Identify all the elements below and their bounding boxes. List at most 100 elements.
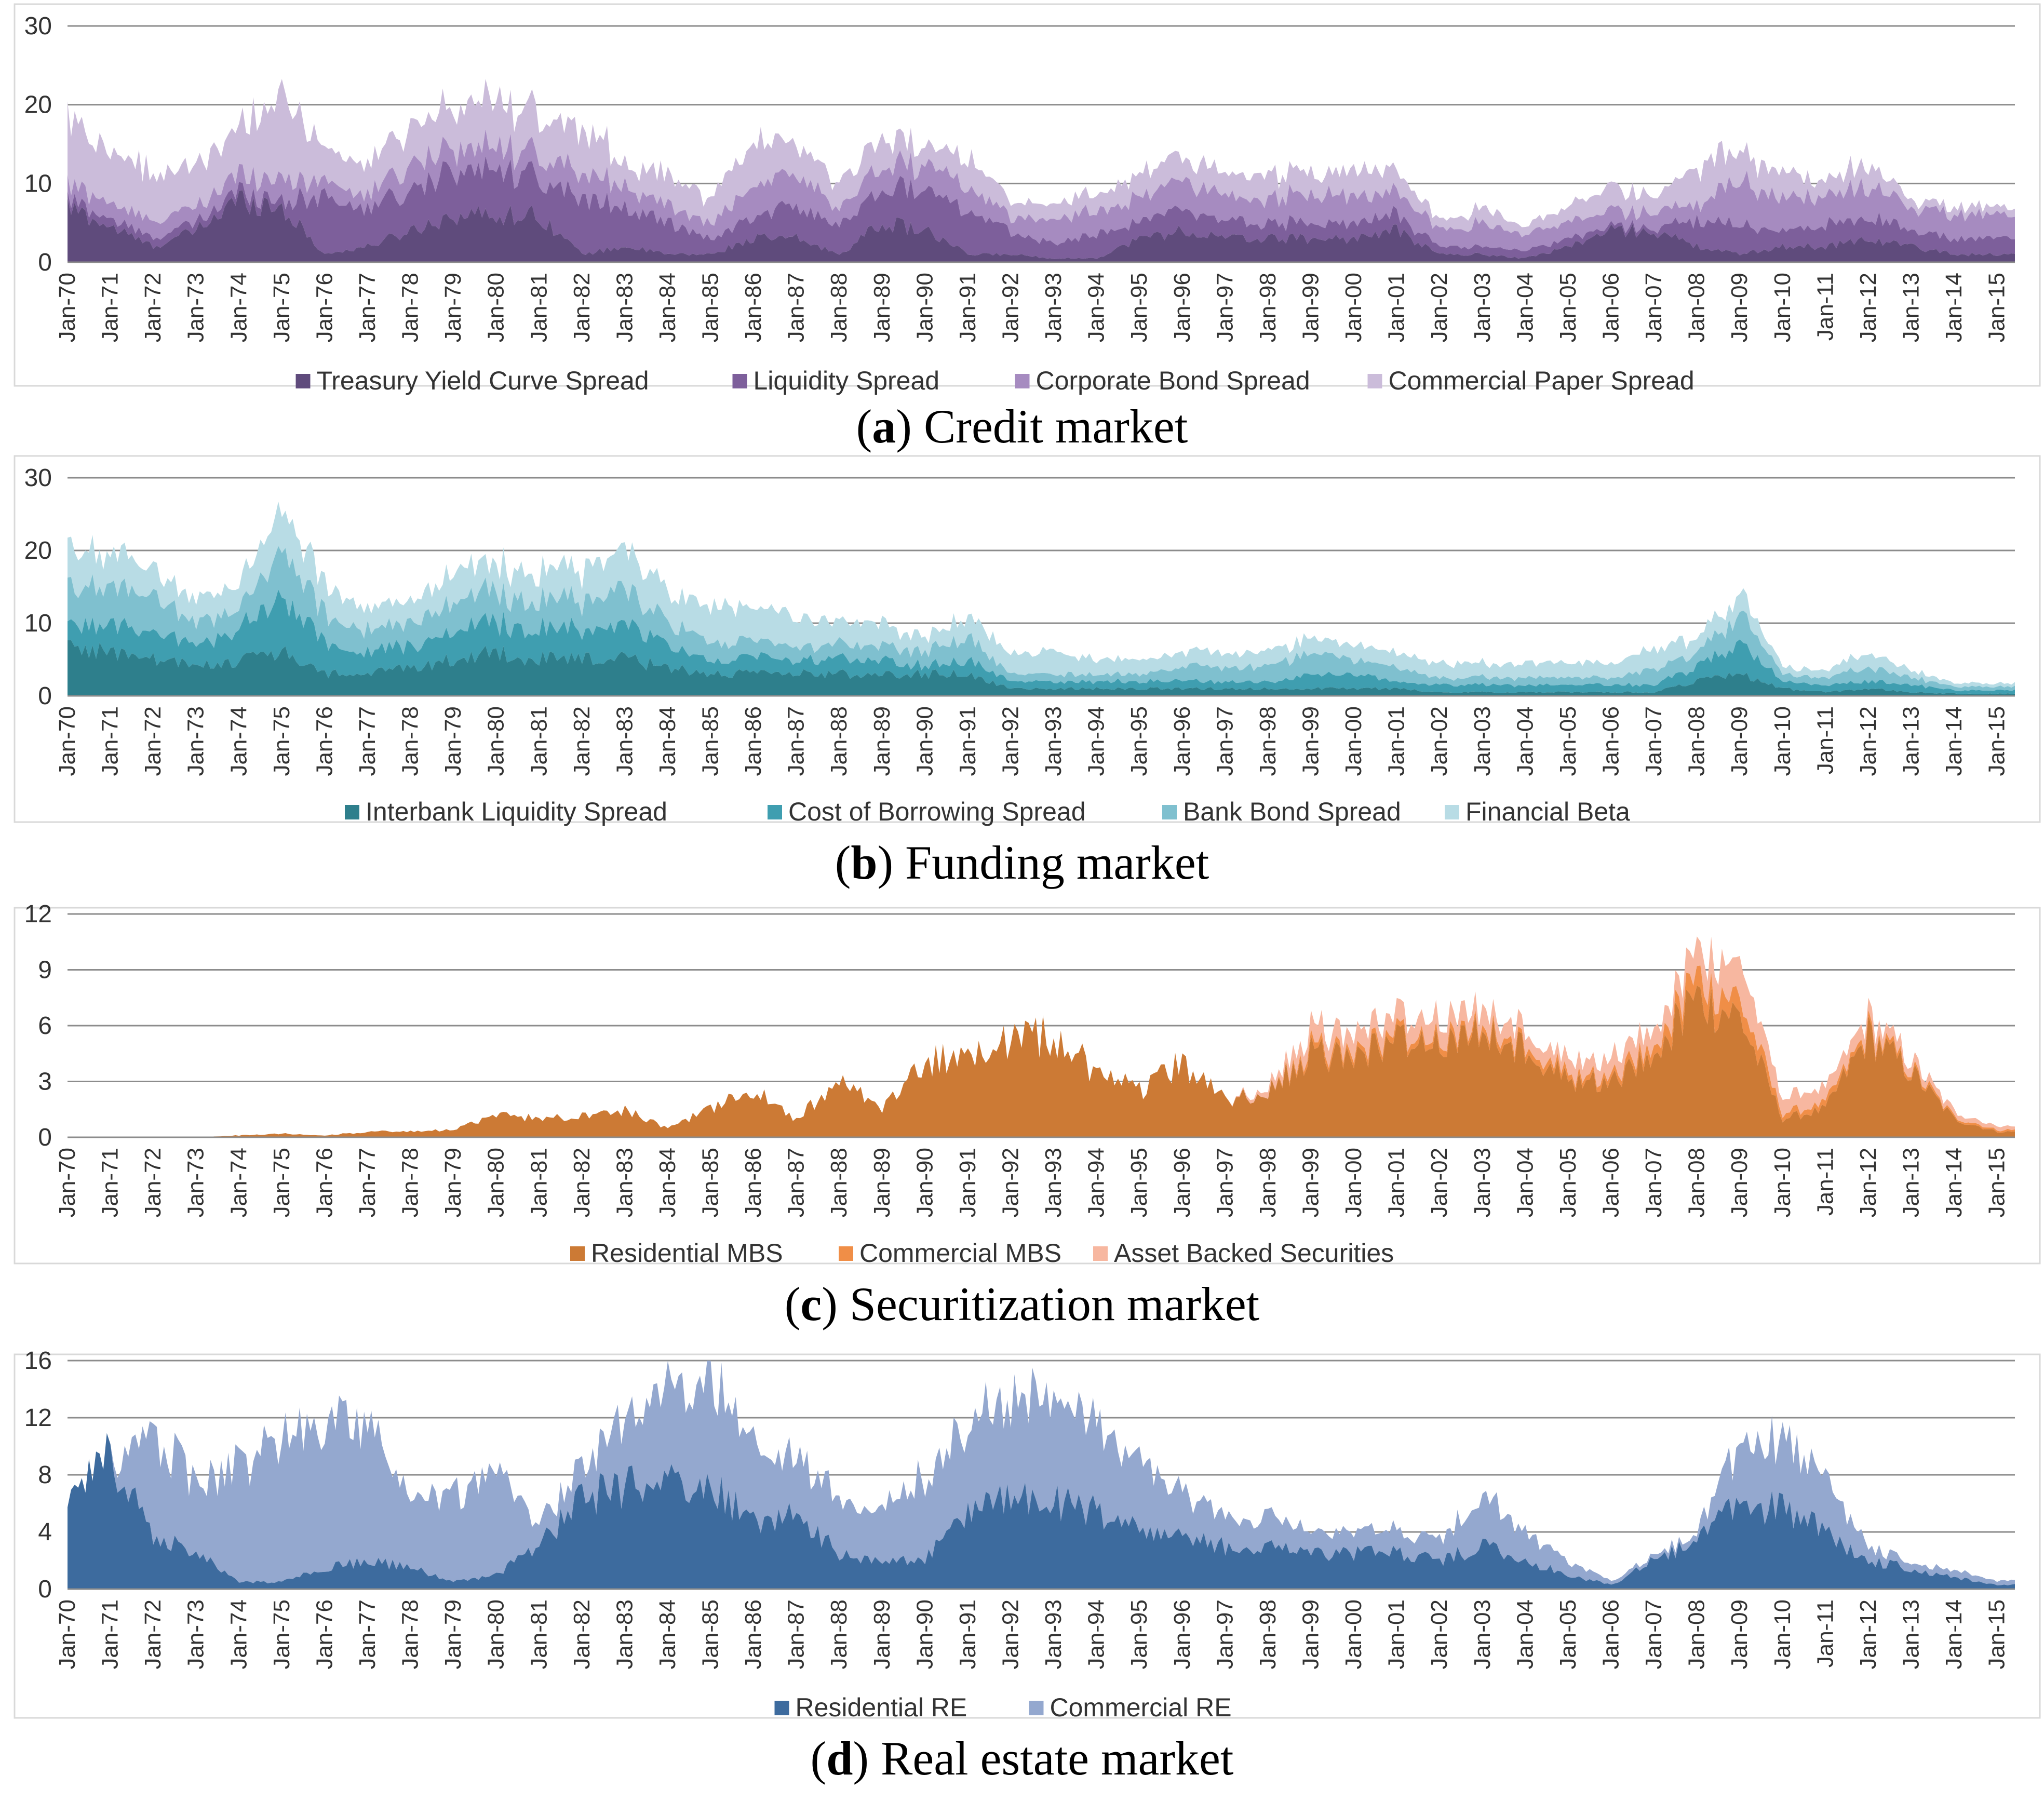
legend-swatch (345, 805, 359, 819)
x-tick-label: Jan-10 (1770, 1599, 1795, 1670)
x-tick-label: Jan-93 (1041, 1148, 1066, 1218)
x-tick-label: Jan-88 (826, 273, 852, 343)
x-tick-label: Jan-02 (1427, 706, 1452, 776)
x-tick-label: Jan-76 (312, 1599, 337, 1670)
x-tick-label: Jan-14 (1941, 1148, 1967, 1218)
caption-text: Funding market (905, 836, 1209, 889)
y-tick-label: 8 (38, 1461, 52, 1489)
x-tick-label: Jan-85 (698, 1148, 723, 1218)
legend-label: Residential MBS (591, 1239, 783, 1268)
x-tick-label: Jan-90 (912, 1599, 937, 1670)
x-tick-label: Jan-89 (869, 273, 895, 343)
chart-frame (14, 1353, 2041, 1719)
x-tick-label: Jan-09 (1727, 1148, 1752, 1218)
chart-svg-d: 0 4 8 12 16 Jan-70 Jan-71 Jan-72 Jan-73 Jan-74 Jan… (14, 1350, 2041, 1722)
x-tick-label: Jan-71 (98, 273, 123, 343)
chart-frame (14, 455, 2041, 823)
x-tick-label: Jan-99 (1298, 273, 1323, 343)
legend-label: Bank Bond Spread (1183, 797, 1401, 826)
x-tick-label: Jan-96 (1169, 1148, 1195, 1218)
x-tick-label: Jan-84 (655, 1148, 680, 1218)
area-series-4 (68, 78, 2015, 238)
x-tick-label: Jan-73 (183, 1148, 209, 1218)
x-tick-label: Jan-84 (655, 273, 680, 343)
y-tick-label: 20 (24, 91, 52, 119)
area-series-2 (68, 156, 2015, 259)
y-tick-label: 0 (38, 1124, 52, 1151)
legend-label: Liquidity Spread (754, 366, 940, 395)
x-tick-label: Jan-77 (355, 1599, 380, 1670)
legend-label: Treasury Yield Curve Spread (317, 366, 649, 395)
legend-swatch (774, 1701, 789, 1715)
x-tick-label: Jan-76 (312, 273, 337, 343)
x-tick-label: Jan-99 (1298, 706, 1323, 776)
y-tick-label: 12 (24, 904, 52, 928)
y-tick-label: 10 (24, 610, 52, 637)
area-series-1 (68, 190, 2015, 262)
x-tick-label: Jan-72 (140, 273, 166, 343)
chart-panel-d: 0 4 8 12 16 Jan-70 Jan-71 Jan-72 Jan-73 Jan-74 Jan… (0, 1350, 2044, 1802)
x-tick-label: Jan-04 (1512, 273, 1538, 343)
x-tick-label: Jan-98 (1255, 1148, 1281, 1218)
x-tick-label: Jan-80 (483, 1599, 509, 1670)
y-tick-label: 3 (38, 1068, 52, 1096)
x-tick-label: Jan-07 (1641, 1599, 1666, 1670)
x-tick-label: Jan-91 (955, 1148, 980, 1218)
x-tick-label: Jan-75 (269, 1599, 294, 1670)
x-tick-label: Jan-70 (55, 1148, 80, 1218)
x-tick-label: Jan-95 (1126, 1599, 1152, 1670)
x-tick-label: Jan-12 (1855, 1148, 1881, 1218)
x-tick-label: Jan-05 (1555, 273, 1581, 343)
x-tick-label: Jan-03 (1470, 273, 1495, 343)
x-tick-label: Jan-93 (1041, 706, 1066, 776)
legend-swatch (1015, 374, 1030, 388)
x-tick-label: Jan-84 (655, 1599, 680, 1670)
x-tick-label: Jan-83 (612, 1148, 637, 1218)
legend-label: Financial Beta (1465, 797, 1630, 826)
x-tick-label: Jan-15 (1984, 273, 2010, 343)
x-tick-label: Jan-13 (1898, 1148, 1924, 1218)
y-tick-label: 6 (38, 1012, 52, 1040)
chart-frame (14, 907, 2041, 1265)
x-tick-label: Jan-87 (784, 1148, 809, 1218)
x-tick-label: Jan-71 (98, 706, 123, 776)
x-tick-label: Jan-74 (226, 1148, 251, 1218)
x-tick-label: Jan-15 (1984, 1148, 2010, 1218)
x-tick-label: Jan-89 (869, 1599, 895, 1670)
x-tick-label: Jan-99 (1298, 1599, 1323, 1670)
x-tick-label: Jan-97 (1212, 706, 1238, 776)
x-tick-label: Jan-81 (526, 1599, 552, 1670)
legend-label: Interbank Liquidity Spread (366, 797, 667, 826)
x-tick-label: Jan-07 (1641, 706, 1666, 776)
x-tick-label: Jan-15 (1984, 1599, 2010, 1670)
x-tick-label: Jan-03 (1470, 1148, 1495, 1218)
x-tick-label: Jan-71 (98, 1148, 123, 1218)
x-tick-label: Jan-75 (269, 1148, 294, 1218)
x-tick-label: Jan-00 (1341, 706, 1366, 776)
x-tick-label: Jan-88 (826, 1148, 852, 1218)
x-tick-label: Jan-82 (569, 1599, 595, 1670)
x-tick-label: Jan-77 (355, 706, 380, 776)
x-tick-label: Jan-12 (1855, 273, 1881, 343)
x-tick-label: Jan-83 (612, 706, 637, 776)
x-tick-label: Jan-94 (1084, 1599, 1109, 1670)
x-tick-label: Jan-11 (1812, 1599, 1838, 1667)
x-tick-label: Jan-86 (741, 1148, 766, 1218)
legend-label: Residential RE (796, 1693, 967, 1722)
x-tick-label: Jan-98 (1255, 1599, 1281, 1670)
y-tick-label: 9 (38, 957, 52, 984)
chart-caption: (b) Funding market (835, 836, 1209, 889)
x-tick-label: Jan-94 (1084, 706, 1109, 776)
x-tick-label: Jan-98 (1255, 273, 1281, 343)
x-tick-label: Jan-75 (269, 273, 294, 343)
x-tick-label: Jan-77 (355, 273, 380, 343)
legend-swatch (295, 374, 311, 388)
legend-label: Corporate Bond Spread (1036, 366, 1310, 395)
x-tick-label: Jan-80 (483, 273, 509, 343)
area-series-3 (68, 546, 2015, 692)
caption-letter: a (872, 400, 896, 453)
x-tick-label: Jan-81 (526, 706, 552, 776)
x-tick-label: Jan-96 (1169, 706, 1195, 776)
x-tick-label: Jan-11 (1812, 273, 1838, 341)
x-tick-label: Jan-78 (398, 273, 423, 343)
